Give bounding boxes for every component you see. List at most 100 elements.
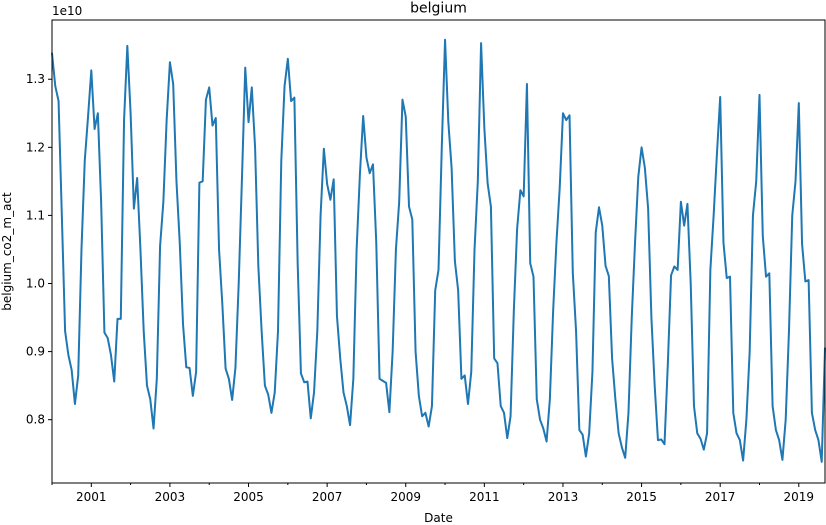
y-offset-label: 1e10 (52, 4, 82, 18)
data-point (67, 354, 69, 356)
data-point (775, 429, 777, 431)
data-point (729, 276, 731, 278)
data-point (604, 265, 607, 267)
data-point (388, 411, 390, 413)
data-point (588, 432, 590, 434)
data-point (539, 419, 541, 421)
data-point (794, 180, 797, 182)
data-point (365, 156, 368, 159)
data-point (624, 457, 626, 459)
data-point (467, 403, 469, 405)
data-point (654, 385, 656, 387)
data-point (143, 330, 145, 332)
data-point (274, 391, 276, 394)
data-point (202, 180, 204, 182)
data-point (267, 393, 269, 396)
data-point (441, 146, 443, 148)
data-point (264, 385, 266, 387)
chart-title: belgium (410, 1, 467, 17)
data-point (434, 289, 436, 291)
data-point (680, 201, 682, 203)
data-point (591, 371, 594, 373)
data-point (182, 323, 184, 325)
data-point (765, 276, 767, 278)
data-point (401, 99, 404, 101)
data-point (716, 153, 718, 155)
data-point (362, 115, 364, 117)
data-point (644, 167, 646, 169)
data-point (503, 412, 505, 414)
data-point (752, 214, 754, 217)
data-point (198, 182, 200, 184)
data-point (663, 443, 666, 445)
data-point (572, 272, 574, 274)
data-point (333, 178, 335, 180)
data-point (713, 214, 715, 217)
data-point (696, 432, 698, 434)
data-point (336, 315, 338, 317)
data-point (470, 371, 472, 373)
data-point (513, 310, 515, 312)
data-point (179, 242, 181, 244)
data-point (621, 446, 623, 449)
data-point (139, 248, 142, 251)
x-tick-label: 2013 (548, 490, 579, 504)
data-point (424, 412, 426, 414)
data-point (290, 100, 292, 102)
data-point (722, 242, 725, 244)
x-tick-label: 2003 (155, 490, 186, 504)
data-point (703, 449, 705, 451)
data-point (568, 114, 571, 116)
data-point (300, 372, 302, 374)
data-point (280, 160, 282, 162)
x-tick-label: 2011 (469, 490, 500, 504)
data-point (647, 208, 649, 210)
data-point (785, 419, 787, 421)
data-point (211, 124, 214, 127)
data-point (152, 427, 155, 430)
data-point (395, 248, 397, 251)
data-point (87, 116, 89, 118)
data-point (378, 378, 381, 380)
data-point (677, 269, 679, 271)
data-point (614, 398, 616, 400)
data-point (342, 391, 345, 394)
data-point (667, 364, 669, 366)
data-point (490, 205, 492, 208)
data-point (555, 242, 558, 244)
data-point (575, 330, 577, 332)
data-point (205, 99, 207, 101)
data-point (447, 121, 449, 123)
data-point (483, 127, 485, 129)
data-point (699, 438, 702, 440)
data-point (732, 412, 734, 414)
data-point (657, 439, 659, 441)
data-point (640, 146, 643, 148)
data-point (487, 182, 489, 185)
data-point (670, 274, 672, 276)
plot-frame (51, 19, 826, 484)
data-point (116, 318, 119, 320)
data-point (608, 275, 610, 277)
data-point (103, 331, 106, 334)
data-point (719, 96, 721, 98)
data-point (811, 412, 813, 414)
data-point (493, 357, 495, 359)
data-point (673, 265, 675, 268)
data-point (745, 419, 747, 421)
data-point (277, 330, 279, 332)
data-point (693, 405, 695, 407)
data-point (516, 228, 518, 230)
data-point (126, 45, 128, 47)
data-point (762, 235, 764, 237)
data-point (323, 148, 325, 150)
data-point (562, 112, 564, 114)
data-point (749, 350, 751, 353)
data-point (208, 86, 210, 89)
data-point (297, 262, 299, 264)
data-point (149, 398, 151, 400)
data-point (392, 350, 394, 353)
data-point (578, 429, 580, 431)
data-point (398, 201, 400, 203)
data-point (133, 208, 135, 210)
